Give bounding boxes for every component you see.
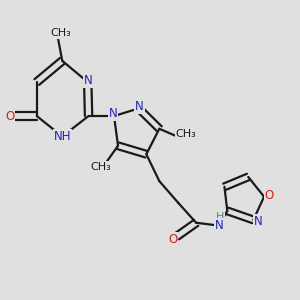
Text: CH₃: CH₃ [176,129,196,140]
Text: N: N [215,219,224,232]
Text: O: O [168,233,178,246]
Text: N: N [254,214,263,228]
Text: CH₃: CH₃ [90,162,111,172]
Text: CH₃: CH₃ [50,28,71,38]
Text: NH: NH [53,130,71,143]
Text: O: O [265,189,274,202]
Text: O: O [5,110,14,122]
Text: H: H [216,212,224,222]
Text: N: N [109,107,117,120]
Text: N: N [84,74,93,87]
Text: N: N [135,100,144,113]
